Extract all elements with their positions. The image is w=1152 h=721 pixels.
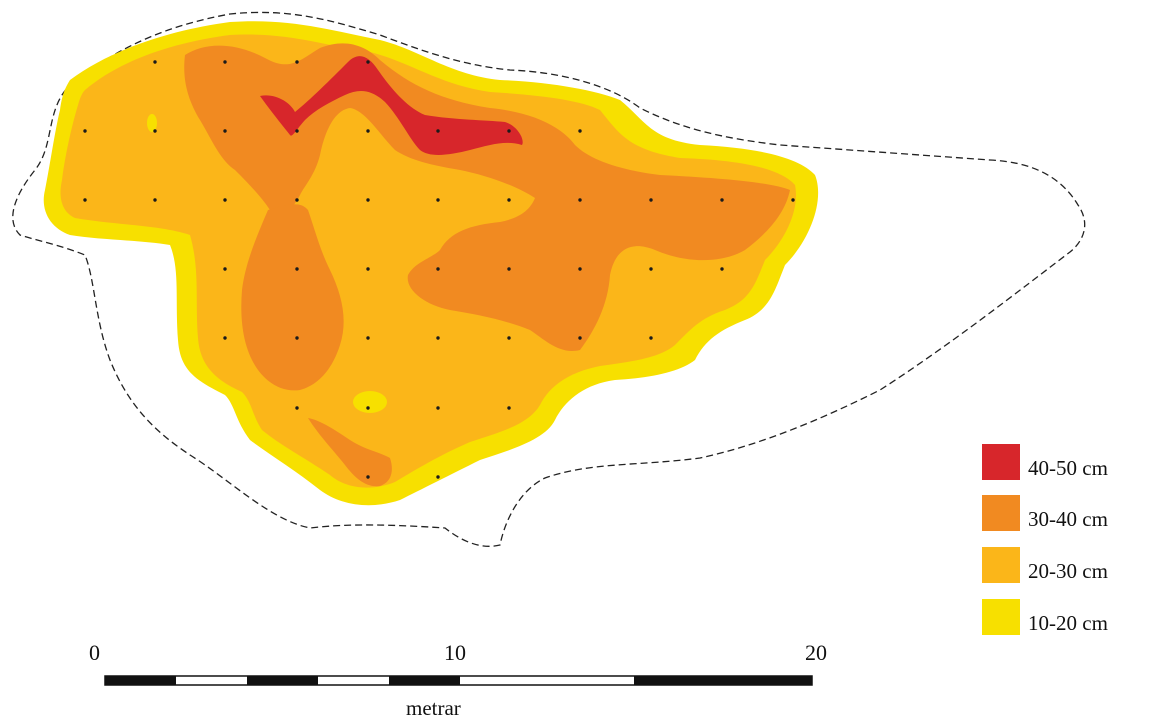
sample-point bbox=[295, 267, 299, 271]
scale-tick-0: 0 bbox=[89, 640, 100, 665]
sample-point bbox=[83, 129, 87, 133]
sample-point bbox=[507, 129, 511, 133]
sample-point bbox=[223, 129, 227, 133]
sample-points bbox=[83, 60, 795, 479]
zone-10-20-spot-south bbox=[353, 391, 387, 413]
sample-point bbox=[366, 129, 370, 133]
sample-point bbox=[223, 60, 227, 64]
legend-label-10-20: 10-20 cm bbox=[1028, 611, 1108, 635]
sample-point bbox=[223, 198, 227, 202]
sample-point bbox=[223, 336, 227, 340]
sample-point bbox=[83, 198, 87, 202]
sample-point bbox=[578, 267, 582, 271]
sample-point bbox=[578, 336, 582, 340]
sample-point bbox=[578, 129, 582, 133]
sample-point bbox=[153, 198, 157, 202]
scale-tick-20: 20 bbox=[805, 640, 827, 665]
legend-swatch-20-30 bbox=[982, 547, 1020, 583]
sample-point bbox=[436, 475, 440, 479]
sample-point bbox=[366, 336, 370, 340]
sample-point bbox=[791, 198, 795, 202]
sample-point bbox=[295, 198, 299, 202]
sample-point bbox=[366, 60, 370, 64]
sample-point bbox=[649, 198, 653, 202]
scale-bar-segment bbox=[247, 676, 318, 685]
legend-item-40-50: 40-50 cm bbox=[982, 444, 1147, 488]
sample-point bbox=[720, 198, 724, 202]
sample-point bbox=[720, 267, 724, 271]
scale-unit-label: metrar bbox=[406, 696, 461, 720]
sample-point bbox=[223, 267, 227, 271]
sample-point bbox=[366, 406, 370, 410]
site-outline bbox=[12, 11, 1086, 547]
sample-point bbox=[295, 406, 299, 410]
sample-point bbox=[507, 336, 511, 340]
sample-point bbox=[436, 129, 440, 133]
sample-point bbox=[649, 267, 653, 271]
legend-item-30-40: 30-40 cm bbox=[982, 495, 1147, 539]
sample-point bbox=[295, 336, 299, 340]
legend-swatch-40-50 bbox=[982, 444, 1020, 480]
zone-30-40-central bbox=[241, 204, 344, 391]
legend-label-40-50: 40-50 cm bbox=[1028, 456, 1108, 480]
sample-point bbox=[295, 60, 299, 64]
scale-bar-segment bbox=[634, 676, 812, 685]
legend-swatch-30-40 bbox=[982, 495, 1020, 531]
sample-point bbox=[436, 336, 440, 340]
scale-bar-segment bbox=[389, 676, 460, 685]
sample-point bbox=[507, 406, 511, 410]
scale-bar bbox=[104, 675, 813, 686]
sample-point bbox=[153, 129, 157, 133]
sample-point bbox=[649, 336, 653, 340]
legend-swatch-10-20 bbox=[982, 599, 1020, 635]
sample-point bbox=[507, 198, 511, 202]
sample-point bbox=[436, 406, 440, 410]
sample-point bbox=[436, 267, 440, 271]
zone-40-50 bbox=[260, 56, 523, 155]
legend-item-20-30: 20-30 cm bbox=[982, 547, 1147, 591]
sample-point bbox=[507, 267, 511, 271]
legend-label-20-30: 20-30 cm bbox=[1028, 559, 1108, 583]
sample-point bbox=[366, 475, 370, 479]
legend-label-30-40: 30-40 cm bbox=[1028, 507, 1108, 531]
zone-30-40-south bbox=[308, 418, 392, 487]
sample-point bbox=[366, 267, 370, 271]
sample-point bbox=[436, 198, 440, 202]
zone-10-20-spot-north bbox=[147, 114, 157, 132]
zone-30-40-north bbox=[184, 43, 791, 351]
scale-tick-10: 10 bbox=[444, 640, 466, 665]
sample-point bbox=[153, 60, 157, 64]
sample-point bbox=[295, 129, 299, 133]
legend-item-10-20: 10-20 cm bbox=[982, 599, 1147, 643]
sample-point bbox=[578, 198, 582, 202]
scale-bar-segment bbox=[105, 676, 176, 685]
sample-point bbox=[366, 198, 370, 202]
